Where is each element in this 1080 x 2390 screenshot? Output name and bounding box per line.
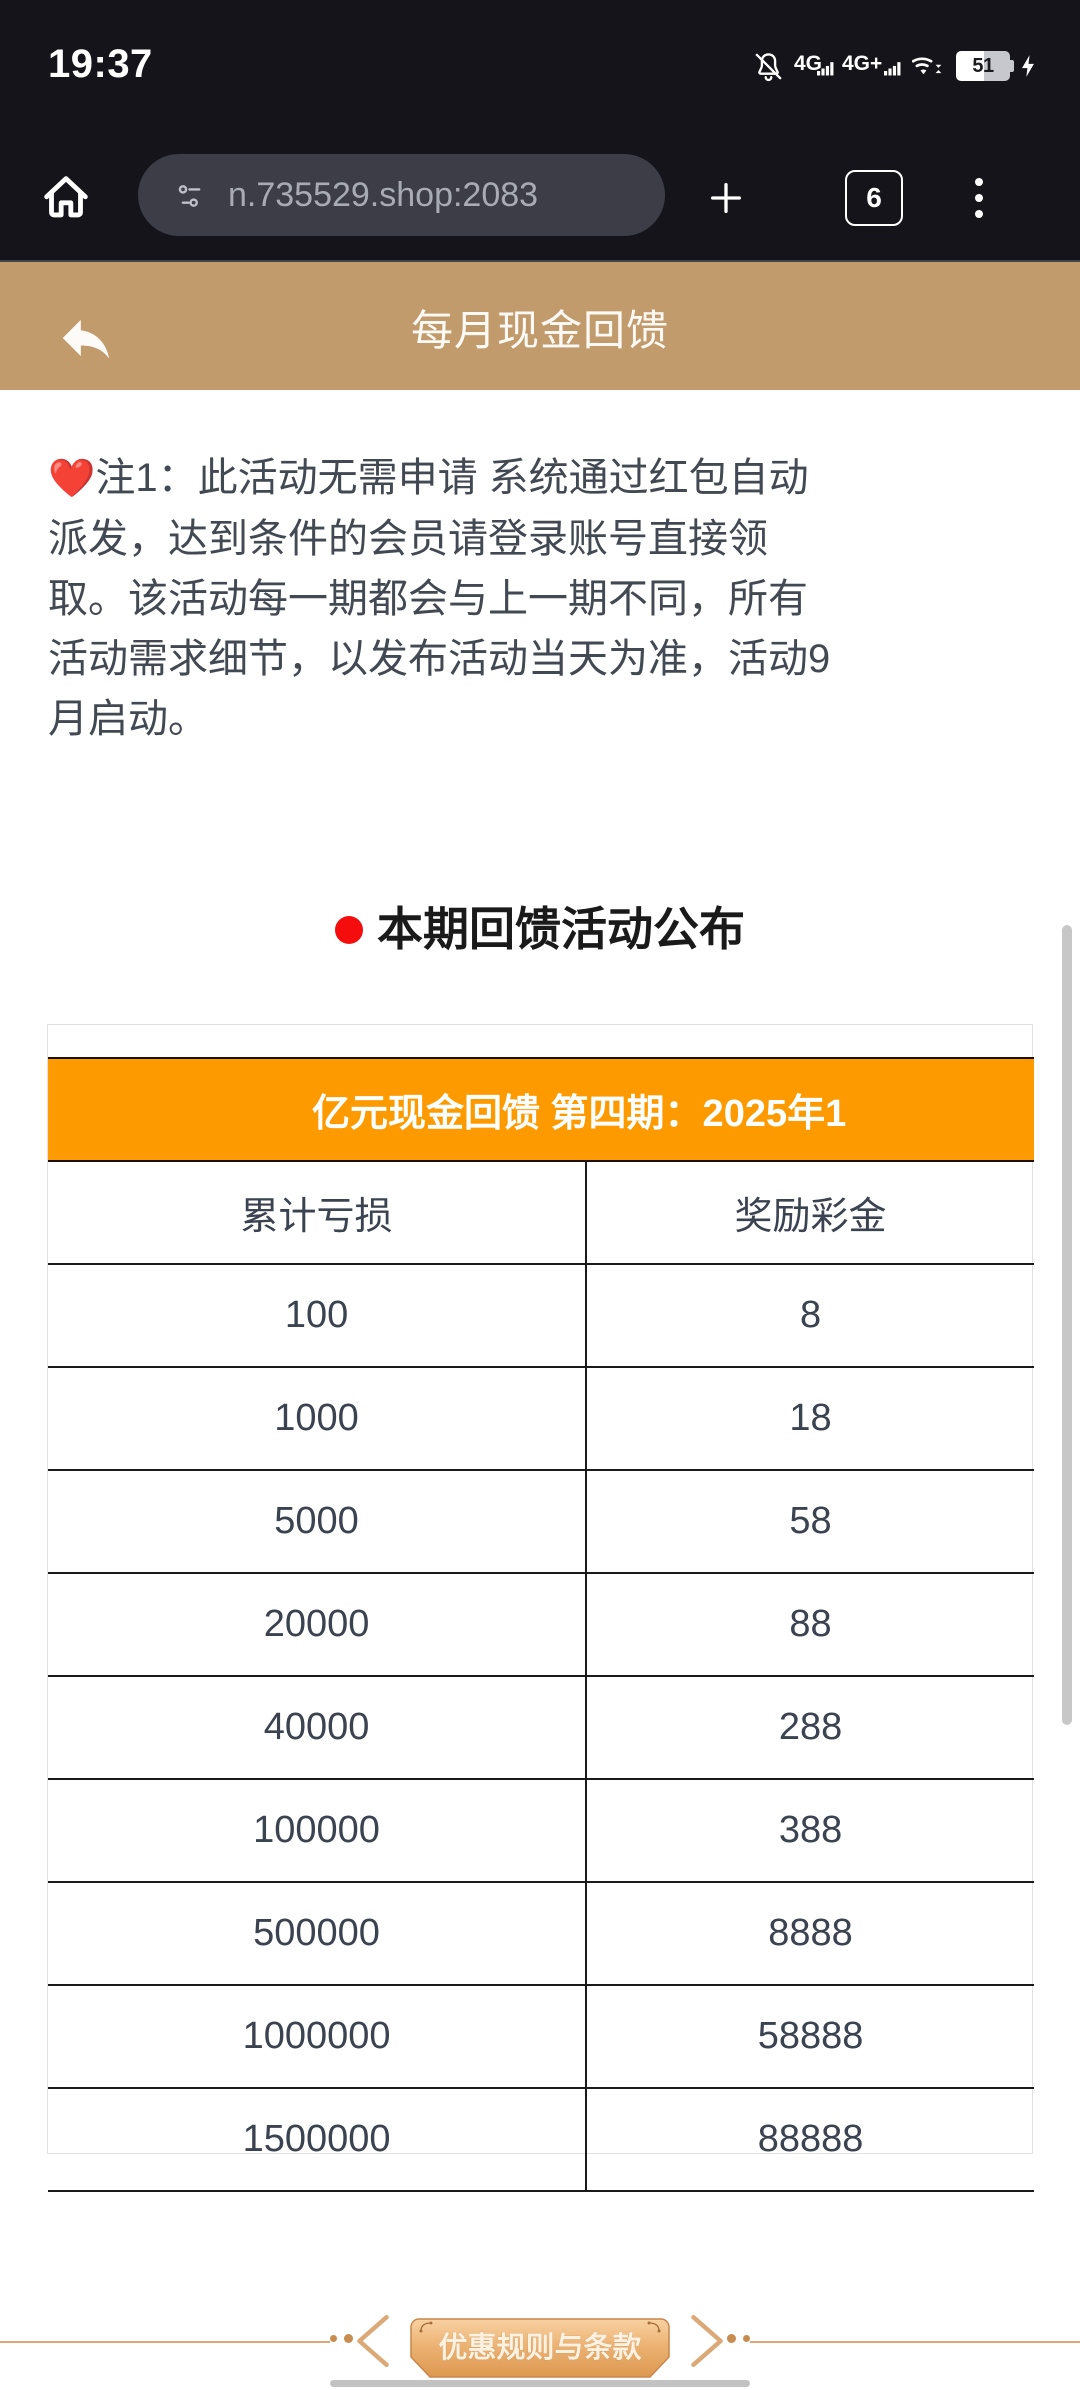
svg-text:优惠规则与条款: 优惠规则与条款 <box>438 2331 642 2364</box>
